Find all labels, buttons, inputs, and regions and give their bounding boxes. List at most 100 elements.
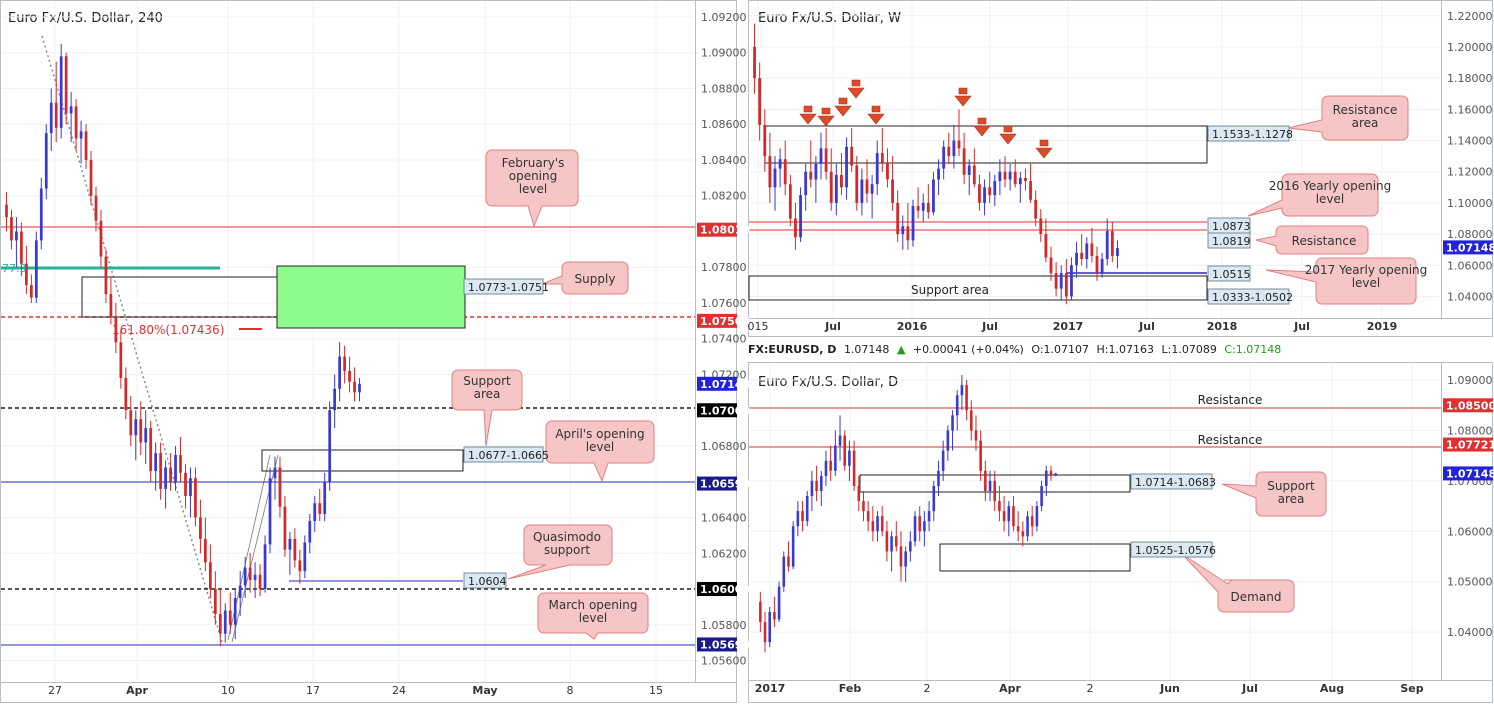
weekly-candle-12 <box>814 163 818 180</box>
h4-price-badge-text-3: 1.07000 <box>700 404 750 417</box>
h4-candle-16 <box>84 131 88 160</box>
daily-panel[interactable] <box>748 362 1493 703</box>
weekly-candle-4 <box>773 168 777 188</box>
h4-candle-71 <box>358 383 361 393</box>
h4-candle-24 <box>124 378 128 411</box>
weekly-zone-2016-value: 1.0873 <box>1212 220 1251 233</box>
weekly-arrow-8-icon <box>999 125 1017 145</box>
daily-candle-14 <box>824 460 828 476</box>
weekly-arrow-9-icon <box>1035 139 1053 159</box>
h4-candle-45 <box>228 610 232 625</box>
h4-ytick-label-0: 1.09200 <box>701 11 747 24</box>
daily-candle-12 <box>815 480 818 491</box>
weekly-candle-65 <box>1085 243 1089 260</box>
daily-candle-5 <box>782 556 786 587</box>
h4-ytick-label-6: 1.07800 <box>701 261 747 274</box>
h4-candle-31 <box>159 453 162 489</box>
weekly-candle-32 <box>916 206 920 211</box>
callout-2017-yearly: 2017 Yearly opening level <box>1265 257 1428 305</box>
weekly-candle-9 <box>799 195 802 238</box>
h4-support-zone <box>261 449 464 472</box>
weekly-candle-46 <box>988 187 992 196</box>
weekly-xtick-label-0: 015 <box>748 320 769 333</box>
h4-price-badge-text-1: 1.07500 <box>700 315 750 328</box>
h4-trendline-dotted <box>41 35 223 643</box>
daily-candle-42 <box>955 395 959 416</box>
daily-candle-54 <box>1012 506 1015 527</box>
callout-support-area-daily: Support area <box>1221 471 1327 517</box>
h4-xtick-label-4: 24 <box>392 684 406 697</box>
weekly-candle-2 <box>763 124 767 157</box>
h4-xtick-label-3: 17 <box>306 684 320 697</box>
price-badges: 1.08010 1.07500 1.07148 1.07000 1.06590 1.060… <box>697 222 1494 652</box>
status-low: L:1.07089 <box>1161 343 1217 356</box>
h4-ytick-label-1: 1.09000 <box>701 47 747 60</box>
daily-candle-47 <box>979 440 982 471</box>
weekly-candle-66 <box>1090 243 1094 256</box>
daily-candle-28 <box>890 536 893 552</box>
weekly-candle-39 <box>952 140 956 157</box>
daily-candle-17 <box>838 435 842 446</box>
daily-candle-58 <box>1030 516 1034 527</box>
daily-candle-3 <box>773 611 776 620</box>
callouts: February's opening level Supply Support are… <box>451 95 1428 640</box>
h4-xtick-label-5: May <box>472 684 497 697</box>
callout-demand-label: Demand <box>1231 590 1282 604</box>
h4-price-badge-6 <box>697 637 737 652</box>
callout-daily-support-label: Support area <box>1267 479 1315 506</box>
daily-candle-19 <box>848 450 851 466</box>
daily-zone-support-value: 1.0714-1.0683 <box>1135 476 1216 489</box>
h4-candle-33 <box>169 467 172 482</box>
weekly-arrows <box>799 79 1053 159</box>
h4-price-badge-1 <box>697 313 737 328</box>
weekly-candle-61 <box>1064 273 1068 297</box>
h4-candle-53 <box>268 478 272 545</box>
weekly-candle-31 <box>911 206 915 241</box>
h4-price-badge-3 <box>697 403 737 418</box>
symbol-status-bar: FX:EURUSD, D 1.07148 ▲ +0.00041 (+0.04%)… <box>748 340 1493 360</box>
daily-candle-53 <box>1007 506 1011 522</box>
callout-2017-label: 2017 Yearly opening level <box>1305 263 1428 290</box>
weekly-candle-8 <box>794 218 797 238</box>
daily-candle-11 <box>810 480 814 497</box>
status-symbol[interactable]: FX:EURUSD, D <box>748 343 837 356</box>
weekly-ytick-label-3: 1.16000 <box>1447 103 1493 116</box>
h4-xtick-label-7: 15 <box>649 684 663 697</box>
callout-resistance-area: Resistance area <box>1287 95 1409 141</box>
weekly-candle-62 <box>1070 265 1073 297</box>
weekly-candle-29 <box>901 226 905 235</box>
daily-candle-21 <box>857 485 861 502</box>
weekly-candle-28 <box>896 202 900 235</box>
h4-candle-35 <box>179 454 182 473</box>
h4-candle-6 <box>34 240 38 298</box>
h4-price-badge-text-5: 1.06000 <box>700 583 750 596</box>
weekly-candle-42 <box>967 165 971 175</box>
daily-candle-24 <box>871 521 875 532</box>
daily-candle-8 <box>796 511 800 527</box>
h4-candle-11 <box>59 56 63 128</box>
daily-price-badge-1 <box>1443 437 1493 452</box>
weekly-candle-3 <box>768 156 772 188</box>
h4-candle-38 <box>194 478 197 518</box>
daily-chart-title: Euro Fx/U.S. Dollar, D <box>758 375 898 390</box>
h4-price-badge-text-4: 1.06590 <box>700 478 750 491</box>
weekly-candle-20 <box>855 165 859 203</box>
h4-fib-label: 161.80%(1.07436) <box>112 323 224 337</box>
h4-candle-14 <box>74 106 78 139</box>
daily-candle-63 <box>1054 473 1057 476</box>
h4-candle-18 <box>94 195 98 221</box>
daily-candle-32 <box>909 541 912 552</box>
h4-panel[interactable] <box>0 0 737 703</box>
daily-candle-33 <box>913 516 917 542</box>
h4-candle-37 <box>189 478 192 497</box>
h4-price-badge-text-0: 1.08010 <box>700 224 750 237</box>
daily-candle-57 <box>1026 516 1029 537</box>
weekly-candle-51 <box>1013 171 1017 185</box>
h4-candle-48 <box>243 567 247 586</box>
weekly-candle-25 <box>880 153 884 163</box>
h4-ytick-label-11: 1.06400 <box>701 512 747 525</box>
h4-candle-40 <box>204 538 207 563</box>
weekly-ytick-label-6: 1.10000 <box>1447 197 1493 210</box>
h4-fib-left-label: 77.3 <box>2 262 27 275</box>
